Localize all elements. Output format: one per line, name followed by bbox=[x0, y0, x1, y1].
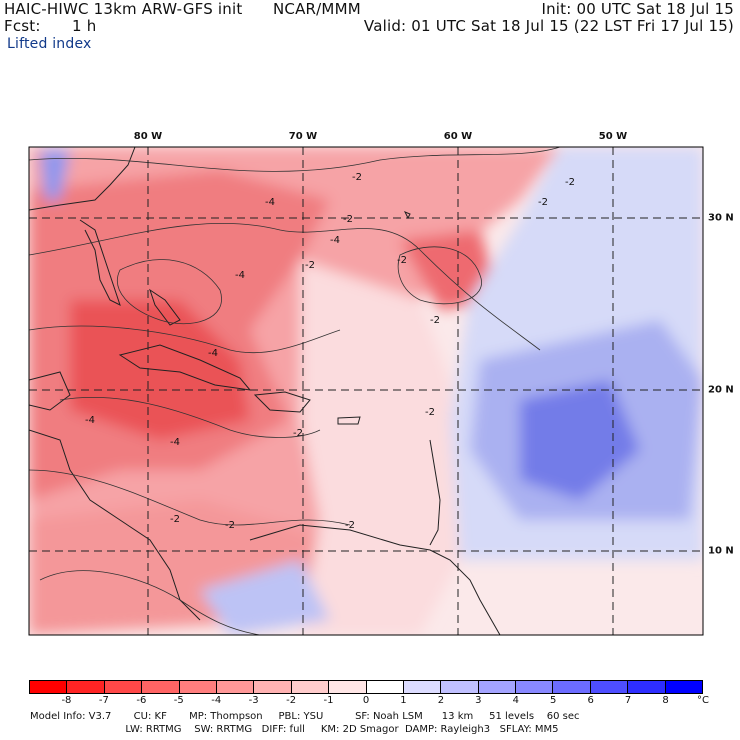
colorbar-tick-label: -7 bbox=[98, 695, 109, 706]
contour-line bbox=[39, 570, 261, 635]
colorbar-tick-label: 4 bbox=[512, 695, 519, 706]
colorbar-swatch bbox=[478, 681, 517, 693]
colorbar-tick-label: -4 bbox=[211, 695, 222, 706]
lat-label-20n: 20 N bbox=[708, 384, 734, 396]
contour-label: -4 bbox=[265, 197, 275, 208]
negative-li-atlantic bbox=[400, 230, 500, 310]
colorbar bbox=[29, 680, 703, 694]
contour-line bbox=[397, 246, 482, 305]
puerto-rico-coastline bbox=[337, 416, 361, 425]
colorbar-tick-label: -1 bbox=[323, 695, 334, 706]
contour-label: -2 bbox=[352, 172, 362, 183]
yucatan-coastline bbox=[29, 371, 71, 411]
colorbar-swatch bbox=[104, 681, 143, 693]
contour-line bbox=[59, 397, 321, 438]
colorbar-swatch bbox=[403, 681, 442, 693]
colorbar-swatch bbox=[254, 681, 292, 693]
init-time: Init: 00 UTC Sat 18 Jul 15 bbox=[541, 0, 734, 18]
colorbar-tick-label: 2 bbox=[437, 695, 445, 706]
valid-time: Valid: 01 UTC Sat 18 Jul 15 (22 LST Fri … bbox=[363, 17, 734, 35]
south-america-coastline bbox=[249, 524, 501, 635]
colorbar-tick-label: 5 bbox=[550, 695, 557, 706]
lat-label-10n: 10 N bbox=[708, 545, 734, 557]
colorbar-unit: °C bbox=[697, 695, 709, 706]
lon-label-50w: 50 W bbox=[598, 131, 628, 142]
colorbar-swatch bbox=[329, 681, 367, 693]
lesser-antilles bbox=[429, 439, 441, 546]
colorbar-tick-label: 8 bbox=[662, 695, 669, 706]
contour-label: -2 bbox=[397, 255, 407, 266]
colorbar-tick-label: -5 bbox=[173, 695, 184, 706]
lat-label-30n: 30 N bbox=[708, 212, 734, 224]
contour-label: -2 bbox=[425, 407, 435, 418]
contour-label: -2 bbox=[538, 197, 548, 208]
colorbar-tick-label: 7 bbox=[624, 695, 632, 706]
lon-label-70w: 70 W bbox=[288, 131, 318, 142]
colorbar-tick-label: -3 bbox=[248, 695, 259, 706]
contour-label: -4 bbox=[235, 270, 245, 281]
contour-label: -4 bbox=[208, 348, 218, 359]
contour-label: -2 bbox=[293, 428, 303, 439]
positive-li-nw bbox=[40, 150, 70, 200]
colorbar-swatch bbox=[179, 681, 217, 693]
contour-line bbox=[29, 469, 351, 526]
colorbar-swatch bbox=[665, 681, 703, 693]
central-america-coastline bbox=[29, 429, 201, 621]
florida-coastline bbox=[79, 219, 121, 306]
colorbar-swatch bbox=[142, 681, 180, 693]
contour-label: -2 bbox=[565, 177, 575, 188]
colorbar-swatch bbox=[366, 681, 404, 693]
colorbar-swatch bbox=[590, 681, 629, 693]
contour-line bbox=[29, 222, 541, 351]
forecast-label: Fcst: bbox=[4, 17, 41, 35]
contour-label: -2 bbox=[225, 520, 235, 531]
us-east-coastline bbox=[29, 147, 136, 211]
lon-label-80w: 80 W bbox=[133, 131, 163, 142]
colorbar-swatch bbox=[441, 681, 479, 693]
colorbar-swatch bbox=[553, 681, 591, 693]
colorbar-tick-label: 0 bbox=[362, 695, 370, 706]
colorbar-swatch bbox=[628, 681, 666, 693]
hispaniola-coastline bbox=[253, 391, 311, 413]
model-info-line-2: LW: RRTMG SW: RRTMG DIFF: full KM: 2D Sm… bbox=[30, 724, 559, 735]
contour-label: -2 bbox=[345, 520, 355, 531]
lon-label-60w: 60 W bbox=[443, 131, 473, 142]
colorbar-swatch bbox=[291, 681, 330, 693]
colorbar-tick-label: -2 bbox=[286, 695, 297, 706]
contour-label: -2 bbox=[305, 260, 315, 271]
colorbar-swatch bbox=[67, 681, 105, 693]
bermuda-outline bbox=[403, 211, 411, 220]
map-border bbox=[28, 146, 704, 636]
colorbar-tick-label: 3 bbox=[475, 695, 482, 706]
forecast-value: 1 h bbox=[72, 17, 97, 35]
contour-line bbox=[117, 259, 222, 325]
contour-label: -2 bbox=[343, 214, 353, 225]
colorbar-swatch bbox=[30, 681, 68, 693]
contour-label: -2 bbox=[430, 315, 440, 326]
bahamas-outline bbox=[149, 288, 181, 326]
colorbar-swatch bbox=[216, 681, 255, 693]
colorbar-tick-label: -6 bbox=[136, 695, 147, 706]
contour-label: -4 bbox=[85, 415, 95, 426]
contour-label: -4 bbox=[330, 235, 340, 246]
colorbar-tick-label: 6 bbox=[587, 695, 594, 706]
near-zero-region bbox=[300, 260, 460, 635]
positive-li-sa bbox=[200, 560, 330, 635]
colorbar-swatch bbox=[516, 681, 554, 693]
org-label: NCAR/MMM bbox=[273, 0, 361, 18]
field-name: Lifted index bbox=[7, 36, 92, 52]
colorbar-tick-label: 1 bbox=[400, 695, 407, 706]
contour-line bbox=[29, 325, 341, 354]
positive-li-region-core bbox=[520, 380, 640, 500]
contour-label: -4 bbox=[170, 437, 180, 448]
colorbar-tick-label: -8 bbox=[61, 695, 72, 706]
contour-line bbox=[29, 147, 561, 172]
model-title: HAIC-HIWC 13km ARW-GFS init bbox=[4, 0, 243, 18]
contour-label: -2 bbox=[170, 514, 180, 525]
model-info-line-1: Model Info: V3.7 CU: KF MP: Thompson PBL… bbox=[30, 711, 580, 722]
